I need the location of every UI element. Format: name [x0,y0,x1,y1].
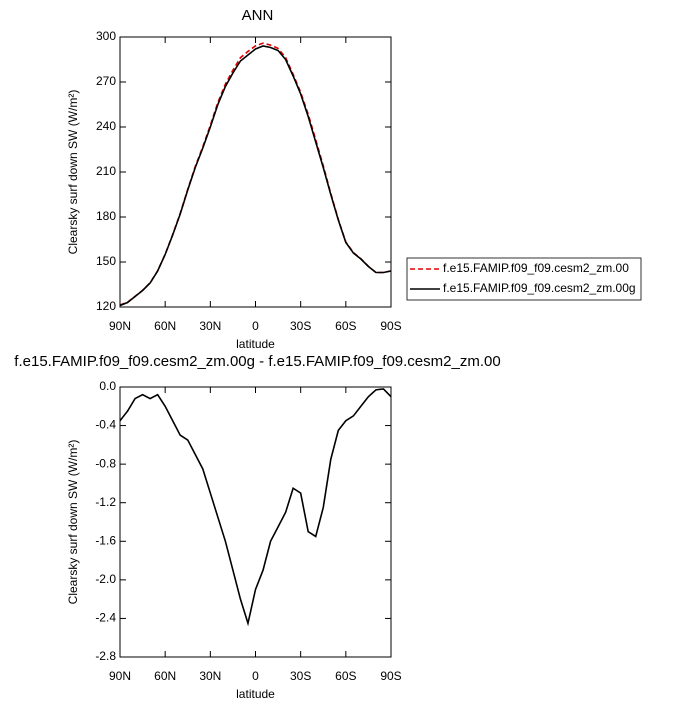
y-axis-label: Clearsky surf down SW (W/m²) [66,90,80,255]
chart-title: ANN [242,7,274,24]
x-tick-label: 90N [109,669,131,683]
y-tick-label: -1.2 [95,495,116,509]
y-tick-label: -2.8 [95,649,116,663]
x-tick-label: 30S [290,319,311,333]
x-tick-label: 90S [380,669,401,683]
y-tick-label: -1.6 [95,533,116,547]
x-tick-label: 30N [199,669,221,683]
y-tick-label: 240 [96,119,116,133]
x-tick-label: 0 [252,669,259,683]
x-tick-label: 60N [154,319,176,333]
y-tick-label: 120 [96,299,116,313]
data-line [119,388,392,627]
y-tick-label: -0.8 [95,456,116,470]
y-tick-label: -2.4 [95,611,116,625]
y-tick-label: 180 [96,209,116,223]
y-tick-label: 0.0 [99,379,116,393]
plot-frame [119,386,392,658]
legend-label: f.e15.FAMIP.f09_f09.cesm2_zm.00g [443,281,636,295]
y-tick-label: -0.4 [95,418,116,432]
legend-label: f.e15.FAMIP.f09_f09.cesm2_zm.00 [443,261,629,275]
legend-box [406,257,642,301]
data-line [119,45,392,307]
x-tick-label: 90S [380,319,401,333]
x-tick-label: 0 [252,319,259,333]
y-tick-label: -2.0 [95,572,116,586]
x-tick-label: 90N [109,319,131,333]
y-tick-label: 210 [96,164,116,178]
y-tick-label: 270 [96,74,116,88]
x-tick-label: 30S [290,669,311,683]
y-tick-label: 300 [96,29,116,43]
plot-frame [119,36,392,308]
x-tick-label: 60N [154,669,176,683]
x-tick-label: 60S [335,319,356,333]
x-tick-label: 60S [335,669,356,683]
x-axis-label: latitude [236,687,275,701]
y-axis-label: Clearsky surf down SW (W/m²) [66,440,80,605]
chart-title: f.e15.FAMIP.f09_f09.cesm2_zm.00g - f.e15… [14,353,500,370]
x-tick-label: 30N [199,319,221,333]
x-axis-label: latitude [236,337,275,351]
y-tick-label: 150 [96,254,116,268]
